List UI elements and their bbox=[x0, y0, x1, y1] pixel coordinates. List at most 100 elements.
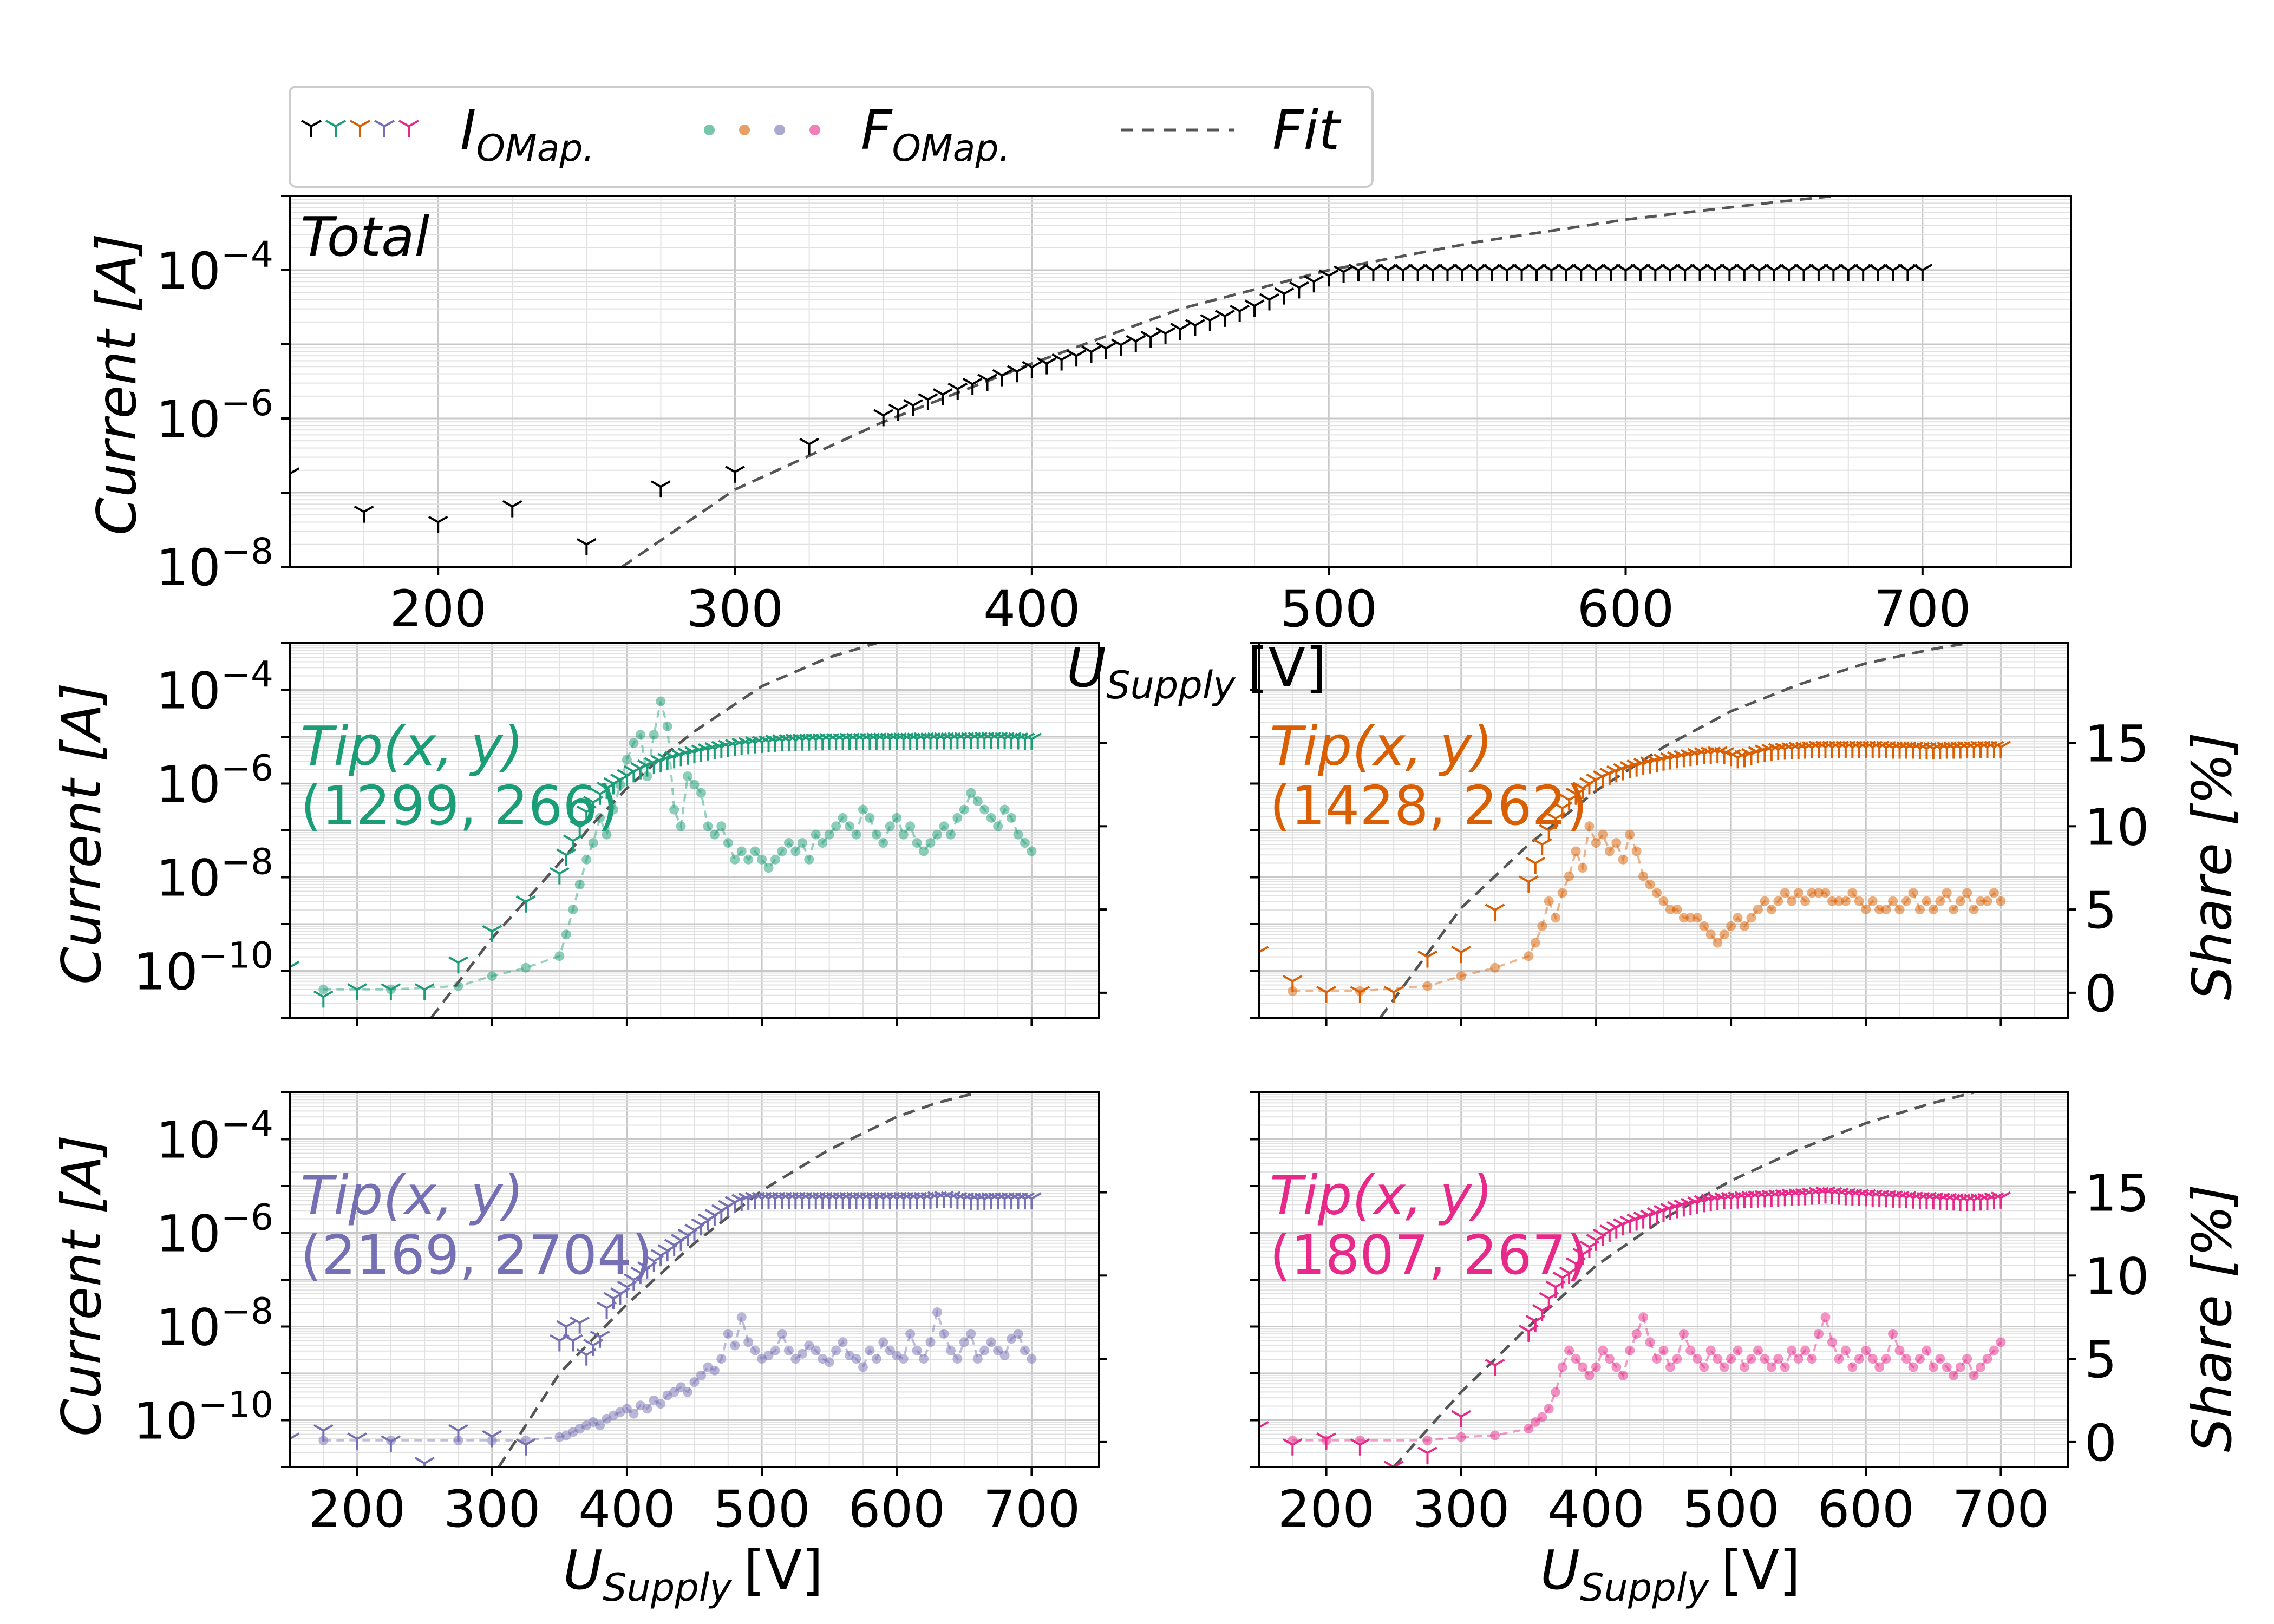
share-line-tip3 bbox=[323, 1308, 1033, 1442]
current-point-tip2-57 bbox=[1849, 741, 1870, 758]
share-line-tip2 bbox=[1292, 822, 2002, 992]
share-point-tip1-61 bbox=[932, 829, 942, 840]
share-point-tip3-46 bbox=[831, 1345, 841, 1355]
current-point-tip4-6 bbox=[1451, 1410, 1472, 1427]
share-point-tip2-22 bbox=[1638, 871, 1649, 881]
current-point-tip3-77 bbox=[1015, 1192, 1035, 1210]
y-tick-base: 10 bbox=[156, 1111, 221, 1170]
share-point-tip3-24 bbox=[683, 1387, 693, 1397]
current-point-tip4-17 bbox=[1579, 1240, 1599, 1258]
share-point-tip2-69 bbox=[1955, 896, 1965, 906]
current-point-total-1 bbox=[354, 505, 374, 523]
share-point-tip4-71 bbox=[1962, 1354, 1972, 1364]
current-point-tip3-38 bbox=[752, 1191, 772, 1209]
plot-content-tip4 bbox=[1259, 1092, 2011, 1467]
share-point-tip4-14 bbox=[1578, 1362, 1587, 1372]
share-point-tip3-60 bbox=[925, 1337, 936, 1347]
share-point-tip4-54 bbox=[1847, 1362, 1858, 1372]
share-point-tip2-13 bbox=[1578, 863, 1587, 873]
current-point-tip3-39 bbox=[759, 1191, 779, 1209]
share-point-tip1-49 bbox=[851, 829, 861, 840]
current-point-tip1-67 bbox=[947, 732, 968, 750]
share-point-tip2-68 bbox=[1949, 905, 1959, 915]
current-point-tip3-56 bbox=[873, 1191, 893, 1209]
tip-label-tip1-0: Tip(x, y) bbox=[300, 715, 524, 778]
ylabel-total: Current [A] bbox=[85, 233, 148, 535]
current-point-tip3-6 bbox=[482, 1430, 502, 1448]
current-point-tip2-14 bbox=[1559, 793, 1579, 811]
share-point-tip1-56 bbox=[898, 829, 909, 840]
share-point-tip2-55 bbox=[1861, 905, 1871, 915]
share-point-tip4-40 bbox=[1753, 1345, 1763, 1355]
current-point-tip3-43 bbox=[785, 1191, 806, 1209]
share-point-tip4-56 bbox=[1861, 1345, 1871, 1355]
current-point-tip4-56 bbox=[1842, 1188, 1863, 1206]
xlabel-total-base: U bbox=[1067, 636, 1106, 699]
y-axis-tip4 bbox=[1250, 1091, 1259, 1468]
share-point-tip1-47 bbox=[838, 813, 848, 823]
share-point-tip2-39 bbox=[1753, 905, 1763, 915]
share-point-tip1-10 bbox=[588, 838, 598, 848]
share-point-tip2-57 bbox=[1874, 905, 1885, 915]
current-point-tip3-7 bbox=[515, 1438, 536, 1456]
share-point-tip2-74 bbox=[1989, 888, 1999, 898]
share-point-tip3-52 bbox=[871, 1354, 881, 1364]
share-point-tip2-64 bbox=[1922, 896, 1932, 906]
share-point-tip1-23 bbox=[676, 821, 686, 831]
share-point-tip4-35 bbox=[1719, 1362, 1729, 1372]
y-tick-exp: −10 bbox=[198, 1384, 273, 1426]
current-point-total-15 bbox=[977, 374, 997, 391]
share-point-tip1-44 bbox=[818, 838, 828, 848]
current-point-total-25 bbox=[1126, 335, 1146, 352]
share-point-tip4-39 bbox=[1746, 1354, 1756, 1364]
share-point-tip1-48 bbox=[845, 821, 855, 831]
share-point-tip2-12 bbox=[1571, 846, 1581, 856]
share-point-tip2-59 bbox=[1888, 896, 1898, 906]
share-point-tip4-68 bbox=[1942, 1362, 1952, 1372]
share-point-tip1-71 bbox=[999, 804, 1010, 815]
share-point-tip1-43 bbox=[811, 829, 821, 840]
current-point-total-8 bbox=[873, 409, 894, 427]
share-point-tip4-60 bbox=[1888, 1328, 1898, 1339]
current-point-tip3-40 bbox=[765, 1191, 786, 1209]
share-point-tip2-24 bbox=[1652, 888, 1662, 898]
share-point-tip4-38 bbox=[1740, 1362, 1749, 1372]
share-point-tip1-13 bbox=[609, 804, 618, 815]
current-point-tip2-70 bbox=[1937, 741, 1957, 759]
share-point-tip1-65 bbox=[959, 804, 969, 815]
share-point-tip4-43 bbox=[1773, 1354, 1783, 1364]
x-tick-label-tip3-500: 500 bbox=[713, 1480, 810, 1539]
share-point-tip4-21 bbox=[1625, 1345, 1635, 1355]
current-point-total-20 bbox=[1051, 353, 1072, 371]
current-point-total-38 bbox=[1318, 269, 1339, 287]
share-point-tip4-23 bbox=[1638, 1312, 1649, 1322]
share-point-tip2-67 bbox=[1942, 888, 1952, 898]
current-point-tip3-59 bbox=[893, 1191, 914, 1209]
share-point-tip1-8 bbox=[574, 879, 585, 889]
current-point-tip4-10 bbox=[1532, 1304, 1552, 1321]
share-axis-tip4: 0 5 10 15 bbox=[2068, 1164, 2149, 1473]
share-point-tip4-55 bbox=[1854, 1354, 1864, 1364]
x-axis-tip2 bbox=[1325, 1018, 2002, 1026]
share-tick-label-tip2-10: 10 bbox=[2084, 798, 2149, 857]
share-point-tip3-61 bbox=[932, 1307, 942, 1317]
current-point-tip2-77 bbox=[1984, 741, 2004, 758]
current-point-tip1-10 bbox=[563, 834, 583, 852]
plot-frame-total bbox=[289, 195, 2072, 568]
current-point-tip2-1 bbox=[1282, 974, 1303, 992]
share-point-tip1-73 bbox=[1013, 829, 1023, 840]
current-point-total-11 bbox=[918, 393, 938, 411]
current-point-tip3-2 bbox=[347, 1432, 367, 1450]
share-point-tip4-29 bbox=[1678, 1328, 1689, 1339]
share-point-tip3-51 bbox=[865, 1345, 875, 1355]
share-point-tip1-21 bbox=[662, 721, 672, 731]
current-point-tip2-4 bbox=[1383, 986, 1404, 1003]
share-point-tip2-48 bbox=[1814, 888, 1824, 898]
share-point-tip1-63 bbox=[945, 829, 956, 840]
current-point-tip1-56 bbox=[873, 732, 893, 750]
share-point-tip4-53 bbox=[1840, 1345, 1851, 1355]
y-tick-exp: −4 bbox=[221, 234, 273, 276]
share-point-tip3-58 bbox=[912, 1345, 922, 1355]
share-point-tip3-32 bbox=[736, 1312, 747, 1322]
legend-label-current-sub: OMap. bbox=[476, 127, 595, 170]
